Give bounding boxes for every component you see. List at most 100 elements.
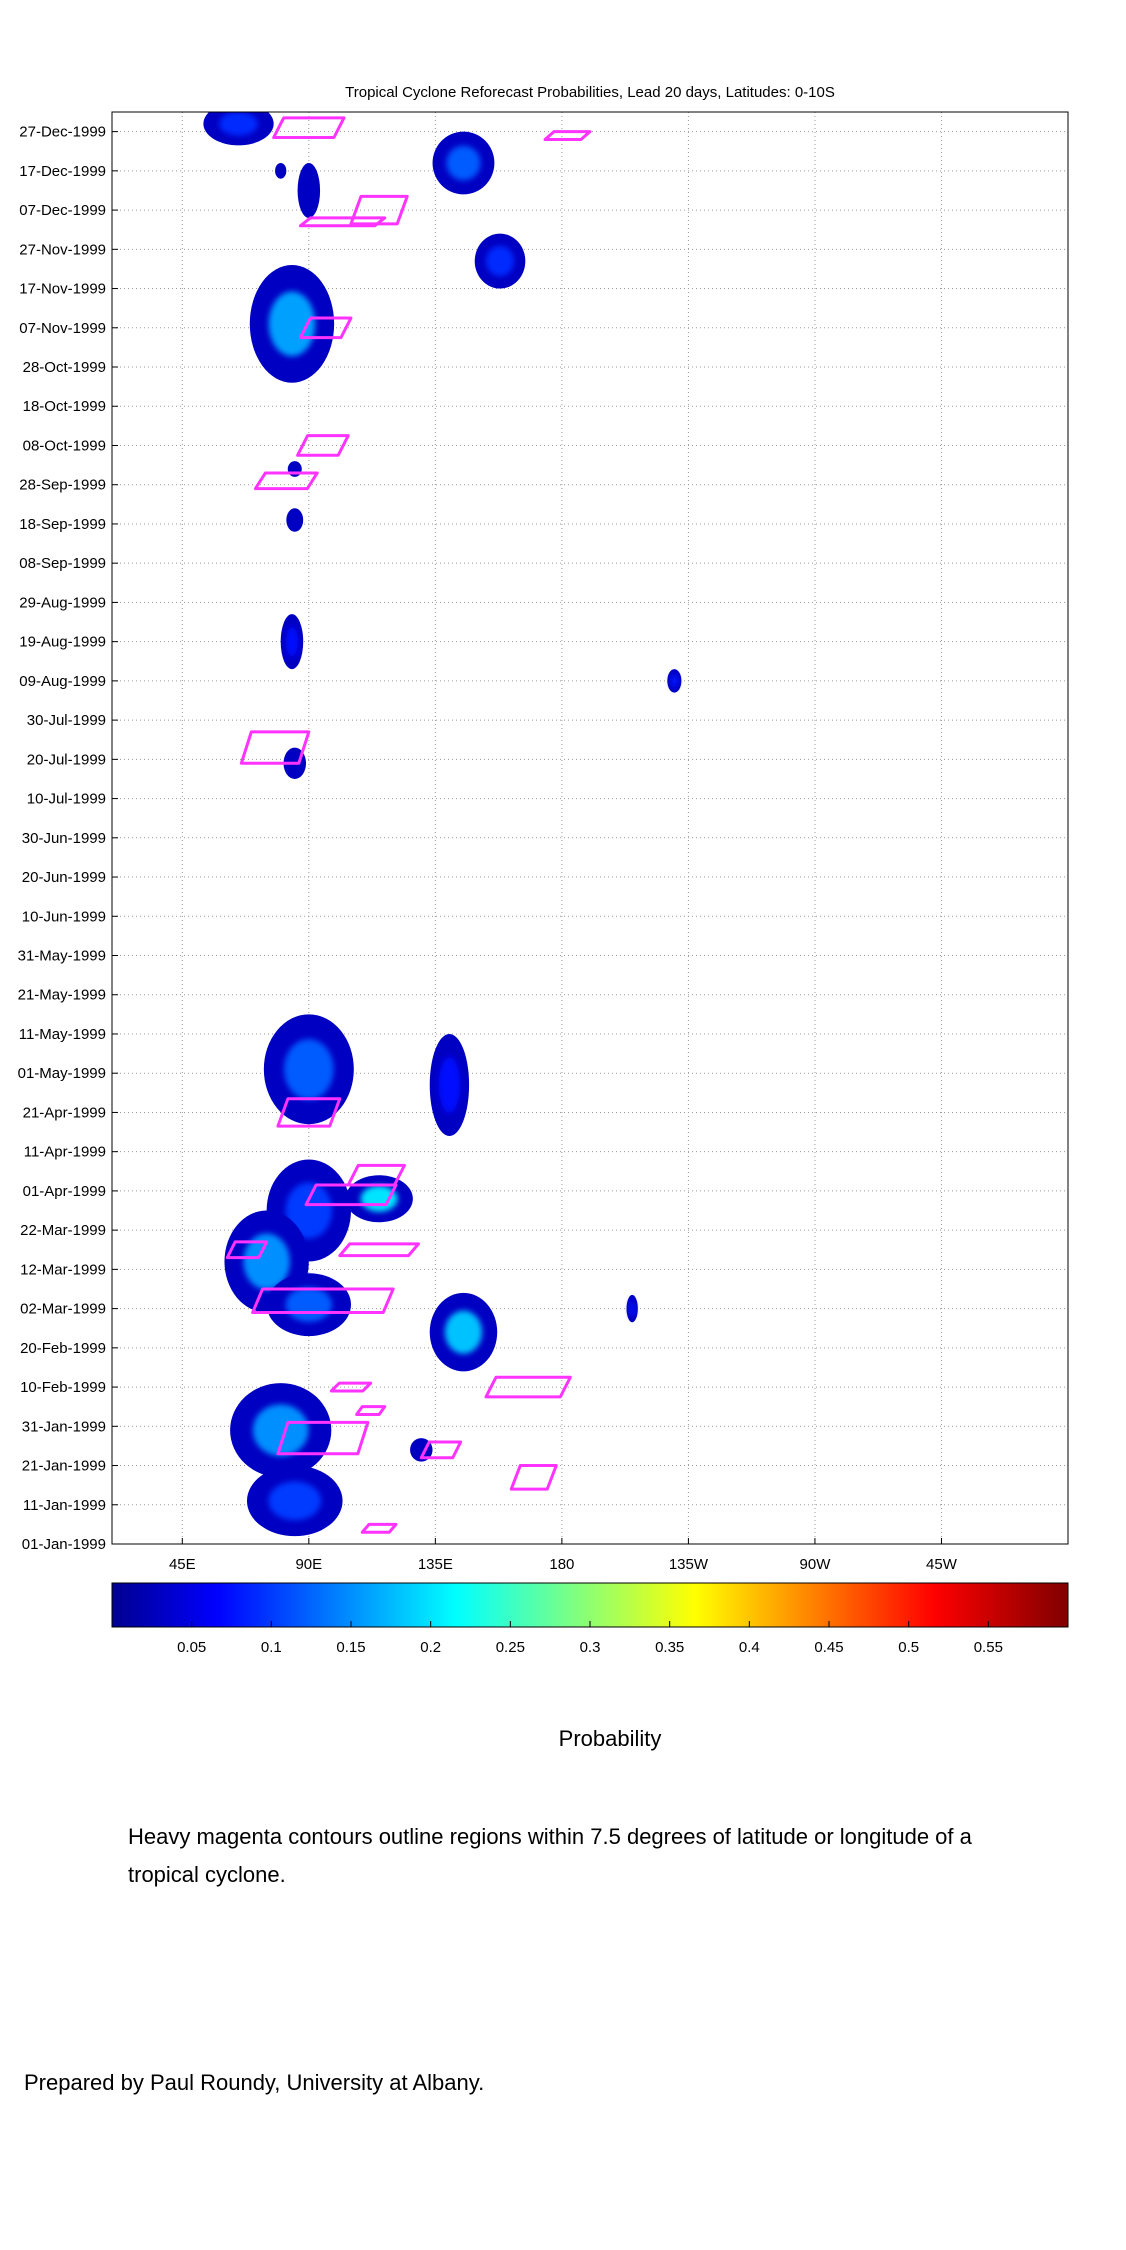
date-tick-label: 31-Jan-1999 (22, 1418, 106, 1435)
chart-title: Tropical Cyclone Reforecast Probabilitie… (345, 84, 835, 101)
longitude-axis: 45E 90E 135E 180 135W 90W 45W (169, 1538, 958, 1573)
colorbar-tick-label: 0.15 (336, 1639, 365, 1656)
date-tick-label: 10-Jun-1999 (22, 908, 106, 925)
date-tick-label: 11-May-1999 (19, 1026, 106, 1043)
probability-regions (203, 112, 682, 1537)
date-tick-label: 02-Mar-1999 (20, 1301, 106, 1318)
cyclone-contour (239, 730, 311, 765)
probability-core (219, 112, 258, 136)
longitude-tick-label: 45W (926, 1556, 958, 1573)
cyclone-contour (543, 130, 592, 141)
date-tick-label: 01-May-1999 (18, 1065, 106, 1082)
cyclone-contour (349, 194, 409, 226)
probability-core (438, 1056, 461, 1114)
cyclone-contours (225, 116, 592, 1534)
date-tick-label: 30-Jul-1999 (27, 712, 106, 729)
longitude-tick-label: 135E (418, 1556, 453, 1573)
probability-region (275, 163, 287, 179)
date-tick-label: 20-Jun-1999 (22, 869, 106, 886)
date-tick-label: 09-Aug-1999 (19, 673, 106, 690)
cyclone-contour (419, 1440, 463, 1460)
probability-core (629, 1301, 636, 1317)
probability-region (286, 508, 304, 532)
cyclone-contour (296, 434, 350, 457)
date-tick-label: 11-Apr-1999 (24, 1144, 106, 1161)
longitude-tick-label: 180 (549, 1556, 574, 1573)
date-tick-label: 18-Sep-1999 (19, 516, 106, 533)
probability-core (285, 1182, 333, 1239)
cyclone-contour (484, 1375, 572, 1399)
colorbar-tick-label: 0.05 (177, 1639, 206, 1656)
date-tick-label: 07-Nov-1999 (19, 320, 106, 337)
colorbar-tick-label: 0.45 (814, 1639, 843, 1656)
date-tick-label: 20-Feb-1999 (20, 1340, 106, 1357)
date-tick-label: 21-May-1999 (18, 987, 106, 1004)
probability-region (297, 163, 321, 218)
longitude-tick-label: 135W (669, 1556, 709, 1573)
probability-core (284, 1039, 334, 1100)
date-tick-label: 29-Aug-1999 (19, 594, 106, 611)
probability-core (252, 1404, 309, 1457)
date-tick-label: 08-Oct-1999 (23, 437, 106, 454)
cyclone-contour (509, 1464, 558, 1491)
date-tick-label: 21-Jan-1999 (22, 1458, 106, 1475)
cyclone-contour (360, 1522, 398, 1534)
date-tick-label: 22-Mar-1999 (20, 1222, 106, 1239)
colorbar-tick-label: 0.5 (898, 1639, 919, 1656)
cyclone-contour (355, 1405, 387, 1417)
probability-core (444, 1310, 483, 1354)
colorbar-tick-label: 0.3 (580, 1639, 601, 1656)
date-tick-label: 11-Jan-1999 (23, 1497, 106, 1514)
colorbar-tick-label: 0.1 (261, 1639, 282, 1656)
cyclone-contour (272, 116, 346, 140)
date-tick-label: 19-Aug-1999 (19, 634, 106, 651)
cyclone-contour (251, 1287, 395, 1315)
credit-line: Prepared by Paul Roundy, University at A… (24, 2070, 485, 2095)
date-tick-label: 27-Nov-1999 (19, 241, 106, 258)
date-tick-label: 17-Dec-1999 (19, 163, 106, 180)
longitude-tick-label: 90E (295, 1556, 322, 1573)
colorbar-tick-label: 0.55 (974, 1639, 1003, 1656)
date-tick-label: 21-Apr-1999 (23, 1104, 106, 1121)
cyclone-contour (338, 1242, 420, 1258)
plot-frame (111, 111, 1069, 1545)
date-tick-label: 31-May-1999 (18, 948, 106, 965)
cyclone-contour (298, 216, 387, 228)
cyclone-contour (304, 1183, 398, 1207)
probability-core (268, 291, 316, 357)
date-tick-label: 20-Jul-1999 (27, 751, 106, 768)
cyclone-contour (329, 1381, 373, 1393)
probability-core (243, 1233, 290, 1290)
cyclone-contour (225, 1240, 269, 1260)
colorbar-tick-label: 0.4 (739, 1639, 760, 1656)
grid-lines (112, 112, 1068, 1545)
cyclone-contour (253, 471, 319, 491)
cyclone-probability-chart: Tropical Cyclone Reforecast Probabilitie… (18, 84, 1069, 1656)
probability-region (287, 461, 302, 477)
probability-core (486, 245, 514, 277)
date-tick-label: 01-Apr-1999 (23, 1183, 106, 1200)
probability-core (285, 626, 299, 657)
date-tick-label: 18-Oct-1999 (23, 398, 106, 415)
cyclone-contour (276, 1097, 342, 1128)
date-tick-label: 17-Nov-1999 (19, 281, 106, 298)
colorbar-tick-label: 0.25 (496, 1639, 525, 1656)
date-tick-label: 10-Feb-1999 (20, 1379, 106, 1396)
probability-core (268, 1481, 322, 1521)
date-tick-label: 01-Jan-1999 (22, 1536, 106, 1553)
date-tick-label: 28-Oct-1999 (23, 359, 106, 376)
date-axis: 01-Jan-1999 11-Jan-1999 21-Jan-1999 31-Jan-… (18, 124, 118, 1553)
date-tick-label: 08-Sep-1999 (19, 555, 106, 572)
colorbar (111, 1582, 1069, 1628)
longitude-tick-label: 90W (800, 1556, 832, 1573)
colorbar-tick-label: 0.2 (420, 1639, 441, 1656)
cyclone-contour (276, 1420, 370, 1456)
colorbar-ticks: 0.05 0.1 0.15 0.2 0.25 0.3 0.35 0.4 0.45 0.5 0.55 (177, 1621, 1003, 1656)
colorbar-label: Probability (558, 1726, 662, 1751)
date-tick-label: 27-Dec-1999 (19, 124, 106, 141)
contour-note: Heavy magenta contours outline regions w… (128, 1824, 972, 1887)
cyclone-contour (298, 316, 353, 340)
date-tick-label: 30-Jun-1999 (22, 830, 106, 847)
probability-core (285, 1287, 333, 1322)
probability-core (670, 674, 679, 688)
